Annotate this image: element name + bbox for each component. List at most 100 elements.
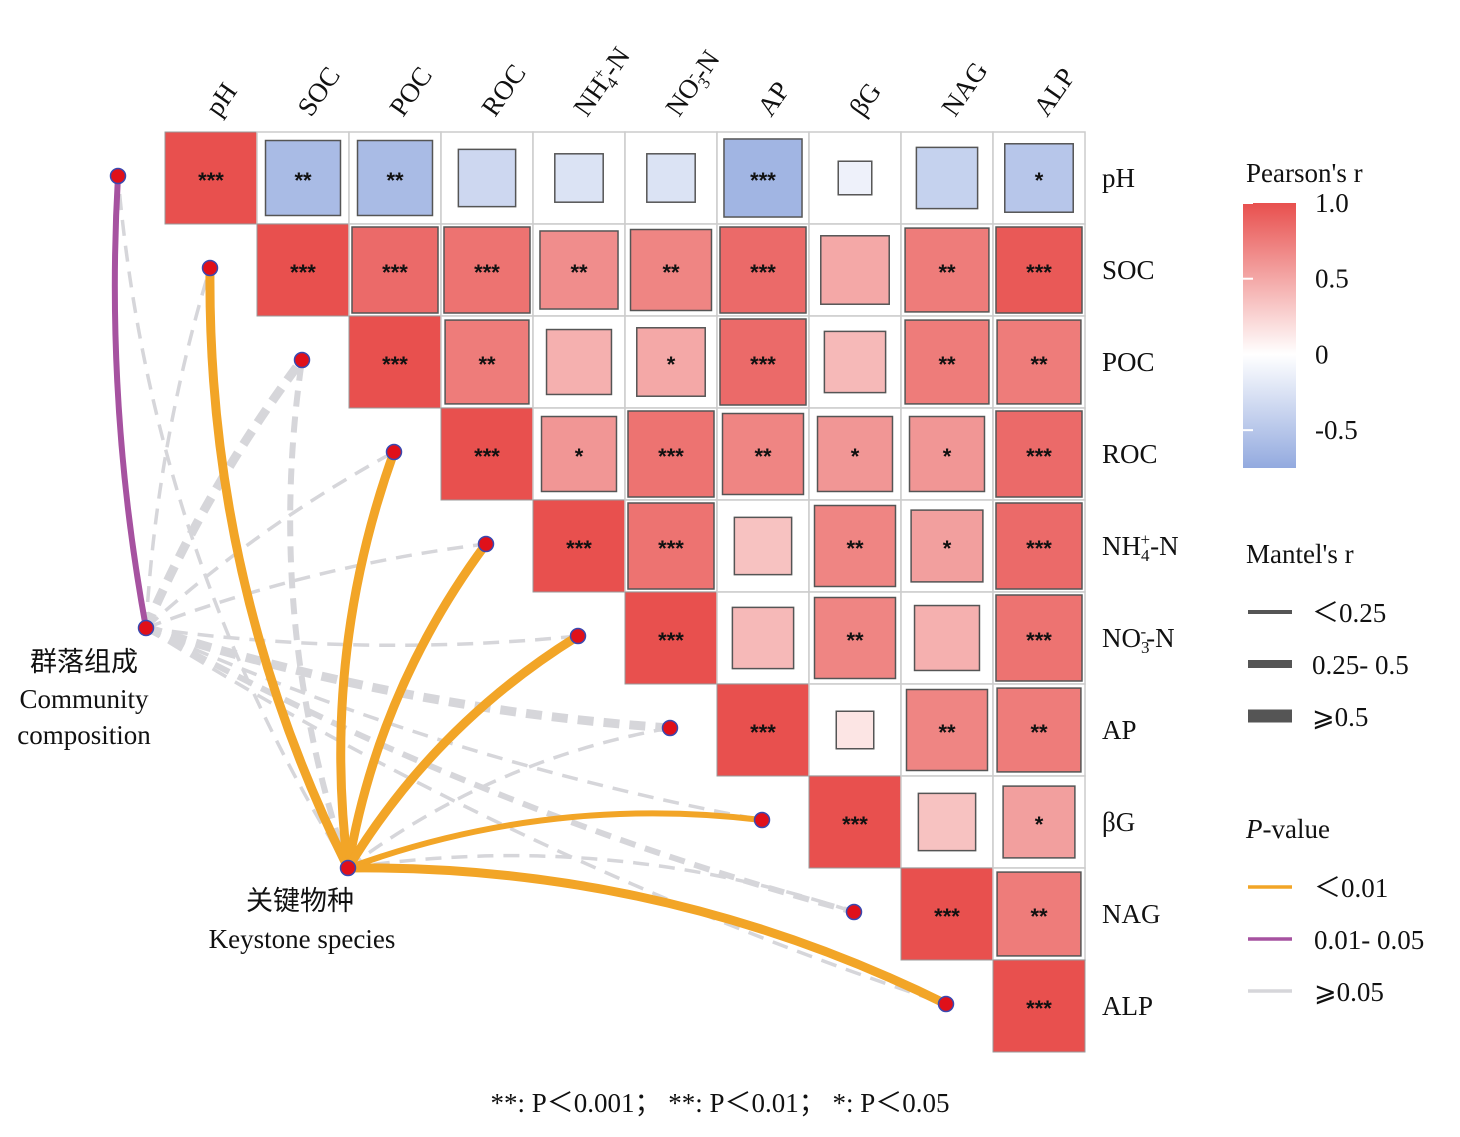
mantel-link <box>144 623 671 733</box>
correlation-box <box>646 153 696 203</box>
diagonal-cell <box>348 315 442 409</box>
significance-label: *** <box>750 260 776 285</box>
matrix-cell: * <box>900 407 994 501</box>
significance-label: *** <box>750 352 776 377</box>
column-label: NAG <box>935 56 993 121</box>
column-label: POC <box>383 61 438 121</box>
significance-label: ** <box>754 444 772 469</box>
mantel-link <box>347 863 948 1009</box>
matrix-cell: * <box>532 407 626 501</box>
legend-mantel-title: Mantel's r <box>1246 539 1354 569</box>
significance-label: *** <box>1026 536 1052 561</box>
correlation-box <box>627 410 715 498</box>
column-labels: pH SOC POC ROC NH4+-N NO3--N AP βG NAG ALP <box>199 41 1081 124</box>
significance-label: * <box>1035 812 1044 837</box>
row-labels: pH SOC POC ROC NH4+-N NO3--N AP βG NAG ALP <box>1102 163 1179 1021</box>
link-node <box>201 259 219 277</box>
correlation-box <box>1004 143 1074 213</box>
significance-label: *** <box>658 536 684 561</box>
correlation-box <box>636 327 706 397</box>
link-node <box>109 167 127 185</box>
matrix-cell: *** <box>716 131 810 225</box>
mantel-link <box>205 267 353 871</box>
correlation-box <box>1002 785 1076 859</box>
mantel-link <box>145 626 579 648</box>
group-labels: 群落组成 Community composition 关键物种 Keystone… <box>17 647 395 954</box>
significance-label: * <box>1035 168 1044 193</box>
significance-label: *** <box>474 260 500 285</box>
matrix-cell: *** <box>624 407 718 501</box>
matrix-cell: *** <box>348 315 442 409</box>
correlation-box <box>910 509 984 583</box>
significance-label: *** <box>1026 260 1052 285</box>
correlation-box <box>723 138 803 218</box>
correlation-box <box>996 687 1082 773</box>
correlation-box <box>905 688 989 772</box>
correlation-box <box>823 330 887 394</box>
mantel-class-label: 0.25- 0.5 <box>1312 650 1409 680</box>
matrix-cell <box>808 315 902 409</box>
diagonal-cell <box>992 959 1086 1053</box>
correlation-box <box>731 606 795 670</box>
significance-label: *** <box>474 444 500 469</box>
colorbar-tick-label: 1.0 <box>1315 188 1349 218</box>
link-node <box>753 811 771 829</box>
row-label: POC <box>1102 347 1155 377</box>
row-label: ROC <box>1102 439 1158 469</box>
significance-label: ** <box>938 720 956 745</box>
matrix-cell: ** <box>900 223 994 317</box>
significance-label: *** <box>566 536 592 561</box>
matrix-cell <box>716 591 810 685</box>
mantel-class-label: ⩾0.5 <box>1312 702 1368 732</box>
correlation-box <box>444 319 530 405</box>
correlation-box <box>908 415 986 493</box>
column-label: pH <box>199 77 243 121</box>
pearson-colorbar <box>1243 203 1296 468</box>
correlation-matrix: *** ** ** *** **** *** *** ** ** *** ** ****** ** * **… <box>164 131 1086 1053</box>
correlation-box <box>539 230 619 310</box>
matrix-cell: ** <box>900 683 994 777</box>
correlation-box <box>443 226 531 314</box>
diagonal-cell <box>716 683 810 777</box>
diagonal-cell <box>624 591 718 685</box>
footnote: **: P＜0.001； **: P＜0.01； *: P＜0.05 <box>490 1088 949 1118</box>
mantel-link <box>347 853 855 914</box>
matrix-cell: * <box>992 131 1086 225</box>
significance-label: * <box>943 536 952 561</box>
matrix-cell: *** <box>992 499 1086 593</box>
matrix-cell <box>900 591 994 685</box>
correlation-box <box>545 328 613 396</box>
correlation-box <box>995 410 1083 498</box>
link-node <box>339 859 357 877</box>
significance-label: ** <box>1030 352 1048 377</box>
p-class-label: 0.01- 0.05 <box>1314 925 1424 955</box>
column-label: NH4+-N <box>567 41 640 124</box>
link-node <box>661 719 679 737</box>
correlation-box <box>917 792 977 852</box>
matrix-cell <box>532 315 626 409</box>
significance-label: * <box>575 444 584 469</box>
matrix-cell: ** <box>440 315 534 409</box>
diagonal-cell <box>440 407 534 501</box>
correlation-box <box>915 146 979 210</box>
link-node <box>937 995 955 1013</box>
row-label: NO3--N <box>1102 622 1175 657</box>
matrix-cell: *** <box>808 775 902 869</box>
significance-label: *** <box>658 444 684 469</box>
matrix-cell: *** <box>716 223 810 317</box>
matrix-cell <box>808 131 902 225</box>
p-class-label: ⩾0.05 <box>1314 977 1384 1007</box>
column-label: βG <box>843 77 887 121</box>
matrix-cell: *** <box>532 499 626 593</box>
significance-label: ** <box>938 352 956 377</box>
p-class-label: ＜0.01 <box>1314 873 1388 903</box>
matrix-cell <box>900 775 994 869</box>
matrix-cell: *** <box>992 223 1086 317</box>
matrix-cell: ** <box>716 407 810 501</box>
mantel-link <box>336 450 399 869</box>
mantel-link <box>343 541 490 869</box>
correlation-box <box>995 502 1083 590</box>
correlation-box <box>627 502 715 590</box>
significance-label: *** <box>1026 996 1052 1021</box>
